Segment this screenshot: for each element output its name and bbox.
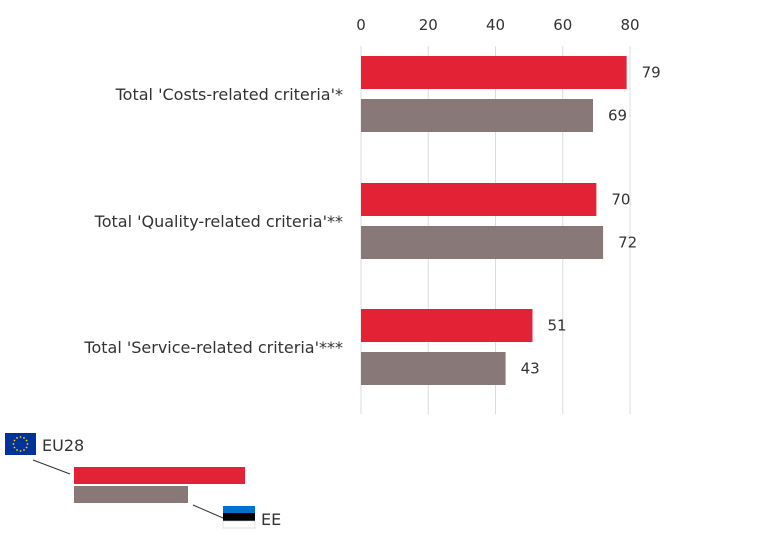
legend-bar-eu28	[74, 467, 245, 484]
bars: 79 69 70 72 51 43	[361, 56, 661, 385]
category-label: Total 'Costs-related criteria'*	[115, 85, 343, 104]
x-tick-label: 40	[486, 16, 505, 34]
eu-star	[16, 437, 18, 439]
eu-star	[23, 437, 25, 439]
legend-label-eu28: EU28	[42, 436, 84, 455]
data-label: 79	[642, 64, 661, 82]
legend-label-ee: EE	[261, 510, 281, 529]
eu-star	[13, 446, 16, 449]
eu-star	[23, 449, 25, 451]
x-tick-label: 60	[553, 16, 572, 34]
bar-ee-0	[361, 99, 594, 132]
eu-star	[16, 449, 18, 451]
bar-eu28-0	[361, 56, 627, 89]
estonia-flag-icon	[222, 506, 256, 529]
bar-ee-2	[361, 352, 506, 385]
x-axis-ticks: 0 20 40 60 80	[356, 16, 639, 34]
data-label: 70	[611, 191, 630, 209]
eu-star	[25, 439, 28, 442]
legend: EU28 EE	[5, 433, 281, 529]
x-tick-label: 20	[419, 16, 438, 34]
legend-bar-ee	[74, 486, 188, 503]
bar-eu28-2	[361, 309, 533, 342]
eu-star	[13, 439, 16, 442]
eu-star	[26, 443, 29, 445]
eu-star	[19, 436, 22, 438]
bar-eu28-1	[361, 183, 597, 216]
data-label: 51	[547, 317, 566, 335]
data-label: 43	[521, 360, 540, 378]
x-tick-label: 0	[356, 16, 366, 34]
category-labels: Total 'Costs-related criteria'* Total 'Qu…	[83, 85, 343, 357]
data-label: 72	[618, 234, 637, 252]
category-label: Total 'Quality-related criteria'**	[94, 212, 343, 231]
eu-flag-icon	[5, 433, 36, 455]
eu-star	[12, 443, 15, 445]
category-label: Total 'Service-related criteria'***	[83, 338, 343, 357]
legend-connector-eu28	[32, 459, 71, 475]
bar-ee-1	[361, 226, 604, 259]
eu-star	[25, 446, 28, 449]
x-tick-label: 80	[620, 16, 639, 34]
legend-connector-ee	[192, 504, 224, 519]
data-label: 69	[608, 107, 627, 125]
eu-star	[19, 450, 22, 452]
